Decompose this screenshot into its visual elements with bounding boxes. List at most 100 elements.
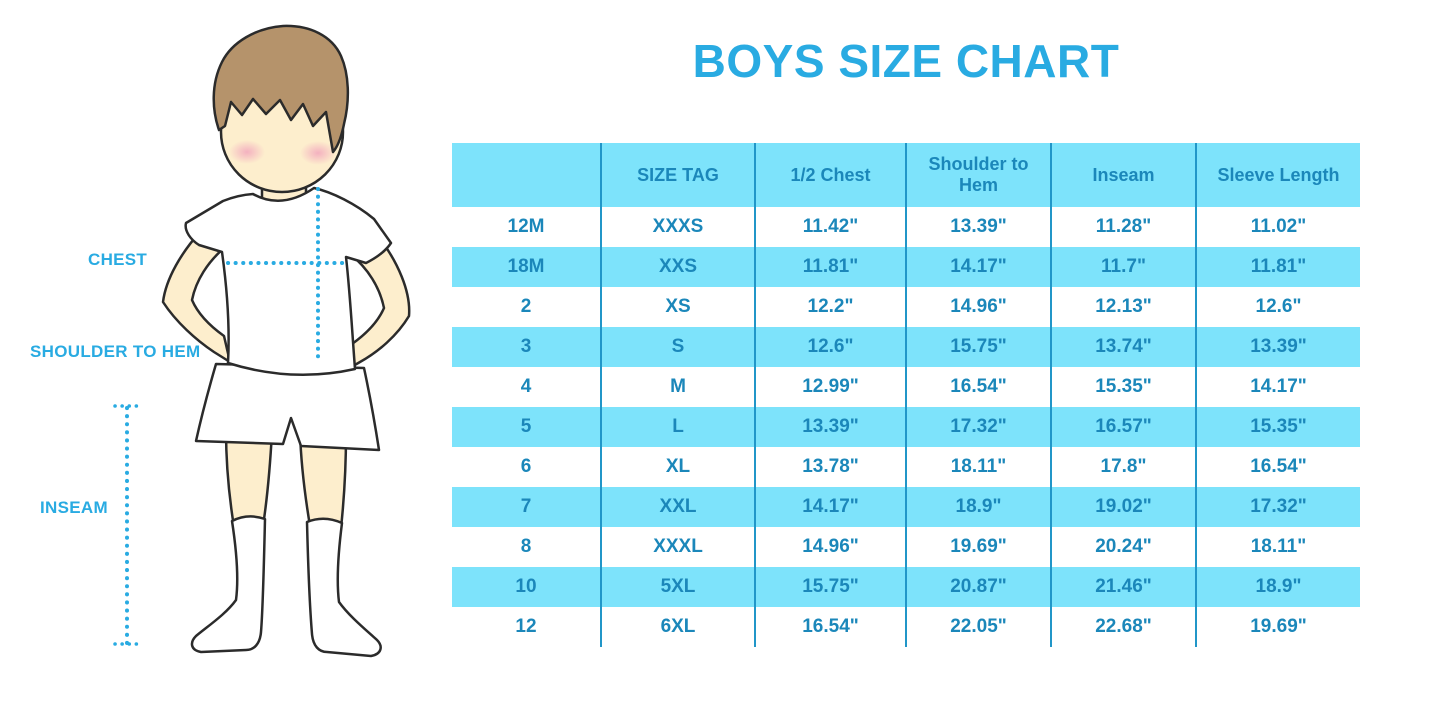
measurement-cell: 14.17" <box>906 247 1052 287</box>
size-cell: 7 <box>452 487 602 527</box>
table-row: 10 5XL 15.75" 20.87" 21.46" 18.9" <box>452 567 1360 607</box>
measurement-cell: 15.35" <box>1051 367 1197 407</box>
table-row: 4 M 12.99" 16.54" 15.35" 14.17" <box>452 367 1360 407</box>
column-header-sleeve-length: Sleeve Length <box>1217 164 1340 185</box>
left-sock <box>190 515 267 654</box>
measurement-cell: 18.9" <box>906 487 1052 527</box>
size-cell: 12 <box>452 607 602 647</box>
measurement-cell: 18.9" <box>1255 576 1302 597</box>
table-row: 5 L 13.39" 17.32" 16.57" 15.35" <box>452 407 1360 447</box>
inseam-label: INSEAM <box>40 498 108 517</box>
t-shirt <box>184 186 393 377</box>
measurement-cell: 19.69" <box>1250 616 1307 637</box>
measurement-cell: 5XL <box>601 567 756 607</box>
measurement-cell: 16.54" <box>755 607 907 647</box>
table-row: 12M XXXS 11.42" 13.39" 11.28" 11.02" <box>452 207 1360 247</box>
measurement-cell: 16.57" <box>1051 407 1197 447</box>
table-row: 12 6XL 16.54" 22.05" 22.68" 19.69" <box>452 607 1360 647</box>
measurement-cell: L <box>601 407 756 447</box>
measurement-cell: 13.39" <box>755 407 907 447</box>
measurement-cell: S <box>601 327 756 367</box>
column-header-size-tag: SIZE TAG <box>601 143 756 207</box>
table-row: 3 S 12.6" 15.75" 13.74" 13.39" <box>452 327 1360 367</box>
shoulder-to-hem-label: SHOULDER TO HEM <box>30 342 201 361</box>
measurement-cell: 22.68" <box>1051 607 1197 647</box>
measurement-cell: 17.32" <box>906 407 1052 447</box>
measurement-cell: 6XL <box>601 607 756 647</box>
table-row: 8 XXXL 14.96" 19.69" 20.24" 18.11" <box>452 527 1360 567</box>
measurement-cell: 13.39" <box>1250 336 1307 357</box>
measurement-cell: 11.28" <box>1051 207 1197 247</box>
measurement-cell: 16.54" <box>1250 456 1307 477</box>
measurement-cell: XXS <box>601 247 756 287</box>
left-arm <box>161 230 232 364</box>
measurement-cell: 22.05" <box>906 607 1052 647</box>
measurement-cell: XXXS <box>601 207 756 247</box>
column-header-size <box>452 143 602 207</box>
measurement-cell: XL <box>601 447 756 487</box>
measurement-cell: 11.81" <box>755 247 907 287</box>
table-row: 7 XXL 14.17" 18.9" 19.02" 17.32" <box>452 487 1360 527</box>
measurement-cell: 14.17" <box>755 487 907 527</box>
measurement-cell: 14.96" <box>906 287 1052 327</box>
measurement-cell: 14.17" <box>1250 376 1307 397</box>
right-cheek <box>300 141 336 165</box>
boy-measurement-figure: CHEST SHOULDER TO HEM INSEAM <box>0 0 450 723</box>
size-cell: 8 <box>452 527 602 567</box>
left-cheek <box>229 140 265 164</box>
measurement-cell: 13.74" <box>1051 327 1197 367</box>
measurement-cell: 19.02" <box>1051 487 1197 527</box>
measurement-cell: 15.75" <box>755 567 907 607</box>
size-cell: 5 <box>452 407 602 447</box>
measurement-cell: 15.75" <box>906 327 1052 367</box>
measurement-cell: 12.6" <box>755 327 907 367</box>
table-header-row: SIZE TAG 1/2 Chest Shoulder to Hem Insea… <box>452 143 1360 207</box>
size-table-body: 12M XXXS 11.42" 13.39" 11.28" 11.02" 18M XXS 11.… <box>452 207 1360 647</box>
measurement-cell: 16.54" <box>906 367 1052 407</box>
hair <box>212 24 350 154</box>
shorts <box>194 362 381 452</box>
measurement-cell: 20.87" <box>906 567 1052 607</box>
measurement-cell: 15.35" <box>1250 416 1307 437</box>
measurement-cell: M <box>601 367 756 407</box>
column-header-half-chest: 1/2 Chest <box>755 143 907 207</box>
size-cell: 18M <box>452 247 602 287</box>
measurement-cell: 17.8" <box>1051 447 1197 487</box>
measurement-cell: 20.24" <box>1051 527 1197 567</box>
size-cell: 12M <box>452 207 602 247</box>
measurement-cell: 19.69" <box>906 527 1052 567</box>
size-cell: 4 <box>452 367 602 407</box>
size-cell: 10 <box>452 567 602 607</box>
size-cell: 6 <box>452 447 602 487</box>
measurement-cell: XXXL <box>601 527 756 567</box>
right-sock <box>305 517 382 658</box>
page-title: BOYS SIZE CHART <box>692 35 1120 87</box>
measurement-cell: 12.13" <box>1051 287 1197 327</box>
size-table: SIZE TAG 1/2 Chest Shoulder to Hem Insea… <box>452 143 1360 647</box>
table-row: 2 XS 12.2" 14.96" 12.13" 12.6" <box>452 287 1360 327</box>
measurement-cell: XS <box>601 287 756 327</box>
measurement-cell: 13.78" <box>755 447 907 487</box>
measurement-cell: 18.11" <box>1250 536 1307 557</box>
measurement-cell: 11.02" <box>1250 216 1307 237</box>
table-row: 6 XL 13.78" 18.11" 17.8" 16.54" <box>452 447 1360 487</box>
measurement-cell: 12.2" <box>755 287 907 327</box>
measurement-cell: XXL <box>601 487 756 527</box>
measurement-cell: 14.96" <box>755 527 907 567</box>
measurement-cell: 12.99" <box>755 367 907 407</box>
measurement-cell: 11.42" <box>755 207 907 247</box>
measurement-cell: 18.11" <box>906 447 1052 487</box>
boy-illustration <box>113 24 411 658</box>
measurement-cell: 11.7" <box>1051 247 1197 287</box>
column-header-inseam: Inseam <box>1051 143 1197 207</box>
measurement-cell: 12.6" <box>1255 296 1302 317</box>
column-header-shoulder-to-hem: Shoulder to Hem <box>906 143 1052 207</box>
measurement-cell: 21.46" <box>1051 567 1197 607</box>
measurement-cell: 13.39" <box>906 207 1052 247</box>
size-cell: 2 <box>452 287 602 327</box>
chest-label: CHEST <box>88 250 148 269</box>
measurement-cell: 11.81" <box>1250 256 1307 277</box>
measurement-cell: 17.32" <box>1250 496 1307 517</box>
table-row: 18M XXS 11.81" 14.17" 11.7" 11.81" <box>452 247 1360 287</box>
